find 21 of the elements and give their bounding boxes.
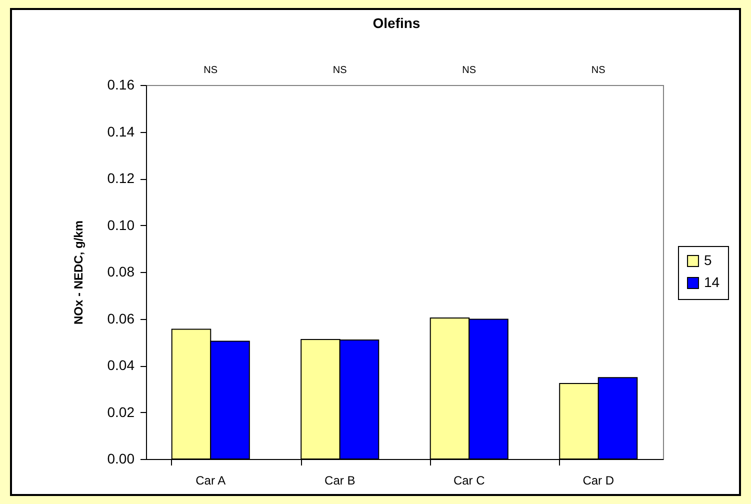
legend-label: 14 <box>704 274 720 290</box>
x-tick-label: Car C <box>453 474 486 488</box>
y-tick-label: 0.06 <box>107 310 135 326</box>
x-tick-label: Car D <box>582 474 614 488</box>
x-tick-label: Car A <box>196 474 226 488</box>
text: NS <box>332 65 348 76</box>
text: NS <box>591 65 606 76</box>
y-tick-label: 0.16 <box>107 76 135 92</box>
y-tick-label: 0.10 <box>107 216 135 233</box>
y-tick-label: 0.14 <box>107 123 135 140</box>
y-tick-label: 0.08 <box>107 264 135 280</box>
text: NS <box>204 65 218 76</box>
y-tick-label: 0.04 <box>107 357 135 373</box>
y-tick-label: 0.00 <box>107 450 135 466</box>
y-tick-label: 0.12 <box>107 170 135 186</box>
chart-title: Olefins <box>372 15 420 31</box>
x-tick-label: Car B <box>324 474 356 488</box>
y-tick-label: 0.02 <box>107 404 135 420</box>
text: NS <box>462 65 476 76</box>
y-axis-title: NOx - NEDC, g/km <box>71 220 86 325</box>
legend-label: 5 <box>704 252 712 268</box>
